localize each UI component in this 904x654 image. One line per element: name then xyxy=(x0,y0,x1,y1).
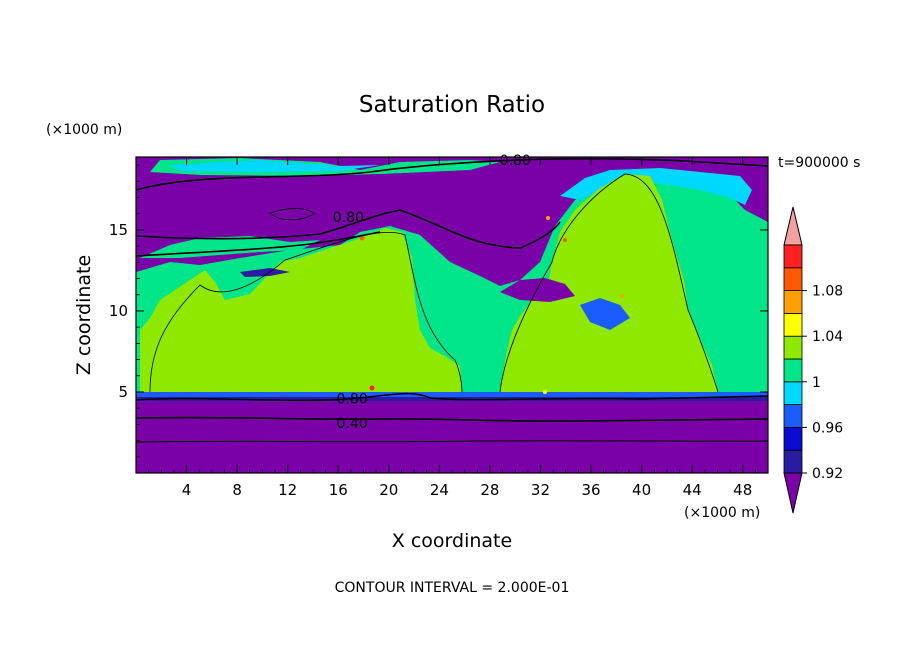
plot-area xyxy=(136,157,768,473)
x-tick-label: 28 xyxy=(480,481,499,499)
colorbar: 0.92 0.96 1 1.04 1.08 xyxy=(783,206,843,514)
x-tick-label: 24 xyxy=(430,481,449,499)
x-tick-label: 32 xyxy=(531,481,550,499)
x-tick-label: 48 xyxy=(733,481,752,499)
contour-interval-footer: CONTOUR INTERVAL = 2.000E-01 xyxy=(335,580,570,596)
colorbar-segment xyxy=(783,404,803,428)
x-tick-label: 4 xyxy=(182,481,192,499)
colorbar-segment xyxy=(783,381,803,405)
y-tick-label: 15 xyxy=(109,221,128,239)
field-band-lime-right xyxy=(500,174,718,392)
field-hotspot xyxy=(546,216,550,220)
contour-line xyxy=(136,209,561,249)
field-hotspot xyxy=(359,235,365,241)
contour-line xyxy=(149,231,463,393)
y-unit-label: (×1000 m) xyxy=(46,122,122,138)
colorbar-segment xyxy=(783,358,803,383)
y-axis: 5 10 15 xyxy=(109,164,768,458)
field-band-blue-right xyxy=(560,168,752,205)
colorbar-tick-label: 1.08 xyxy=(812,284,843,300)
x-tick-label: 12 xyxy=(278,481,297,499)
x-tick-label: 20 xyxy=(379,481,398,499)
time-label: t=900000 s xyxy=(778,155,860,171)
field-dry-pocket xyxy=(500,278,575,302)
x-tick-label: 36 xyxy=(581,481,600,499)
x-tick-label: 8 xyxy=(232,481,242,499)
colorbar-tick-label: 1 xyxy=(812,375,821,391)
colorbar-segment xyxy=(783,267,803,291)
y-tick-label: 5 xyxy=(118,383,128,401)
colorbar-under-arrow xyxy=(783,472,803,514)
contour-label: 0.40 xyxy=(337,416,368,432)
colorbar-segment xyxy=(783,335,803,360)
colorbar-tick-label: 1.04 xyxy=(812,329,843,345)
contour-line xyxy=(499,173,719,393)
colorbar-tick-label: 0.92 xyxy=(812,466,843,482)
y-axis-title: Z coordinate xyxy=(73,255,95,375)
contour-label: 0.80 xyxy=(500,153,531,169)
field-dry-pocket-3 xyxy=(580,298,630,330)
contour-line xyxy=(136,392,768,402)
contour-line xyxy=(136,440,768,443)
colorbar-segment xyxy=(783,426,803,451)
colorbar-segment xyxy=(783,290,803,314)
field-hotspot xyxy=(620,294,624,298)
contour-line xyxy=(136,416,768,422)
x-tick-label: 40 xyxy=(632,481,651,499)
colorbar-tick-label: 0.96 xyxy=(812,420,843,436)
x-axis-title: X coordinate xyxy=(392,530,512,552)
field-hotspot xyxy=(369,385,375,391)
field-hotspot xyxy=(563,238,567,242)
chart-title: Saturation Ratio xyxy=(359,92,545,118)
x-tick-label: 44 xyxy=(683,481,702,499)
colorbar-segment xyxy=(783,312,803,337)
contour-line xyxy=(136,231,381,257)
field-band-blue-layer xyxy=(136,392,768,397)
colorbar-over-arrow xyxy=(783,206,803,246)
contour-line xyxy=(269,208,315,221)
y-tick-label: 10 xyxy=(109,302,128,320)
x-unit-label: (×1000 m) xyxy=(684,505,760,521)
field-dry-pocket-2 xyxy=(240,268,290,277)
contour-labels: 0.80 0.80 0.80 0.40 xyxy=(333,153,531,432)
x-axis: 4 8 12 16 20 24 28 32 36 40 44 48 xyxy=(148,157,756,499)
field-band-blue-top xyxy=(170,160,380,172)
contour-label: 0.80 xyxy=(337,391,368,407)
x-tick-label: 16 xyxy=(329,481,348,499)
field-hotspot xyxy=(543,390,547,394)
colorbar-segment xyxy=(783,244,803,269)
colorbar-segment xyxy=(783,449,803,474)
field-band-lime-left xyxy=(140,228,462,392)
contour-label: 0.80 xyxy=(333,210,364,226)
